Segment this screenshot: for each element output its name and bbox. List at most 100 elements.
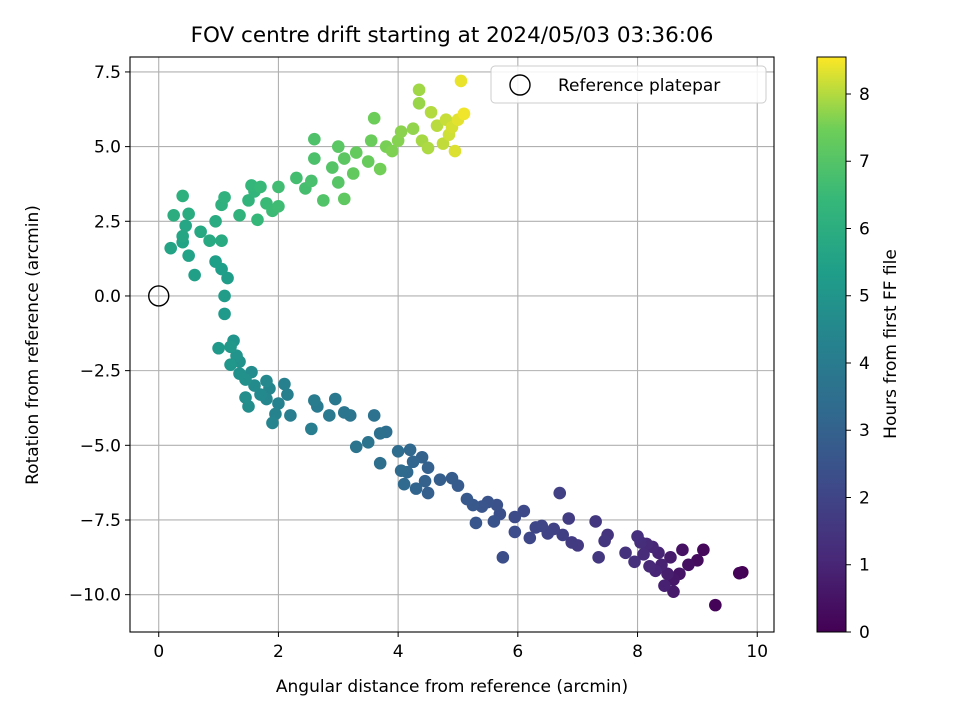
legend: Reference platepar — [490, 65, 767, 104]
data-point — [592, 551, 605, 564]
data-point — [221, 271, 234, 285]
data-point — [278, 377, 291, 391]
data-point — [337, 152, 351, 165]
plot-frame — [129, 56, 775, 633]
data-point — [373, 456, 387, 470]
data-point — [272, 180, 285, 194]
x-axis-ticks: 0 2 4 6 8 10 — [153, 632, 768, 662]
y-tick-label: −10.0 — [69, 586, 121, 606]
colorbar-tick-label: 2 — [859, 488, 870, 508]
data-point — [248, 379, 261, 392]
colorbar-tick-label: 5 — [859, 287, 870, 307]
data-point — [619, 546, 632, 560]
data-point — [589, 515, 602, 528]
data-point — [239, 391, 252, 404]
data-point — [385, 144, 399, 158]
data-point — [406, 122, 420, 135]
colorbar-tick-label: 7 — [859, 152, 870, 172]
data-point — [308, 152, 321, 165]
data-point — [732, 566, 746, 580]
y-tick-label: −2.5 — [80, 362, 121, 382]
data-point — [457, 107, 471, 121]
y-tick-label: 7.5 — [94, 63, 121, 83]
data-point — [305, 174, 318, 188]
data-point — [469, 516, 483, 530]
data-point — [349, 146, 363, 159]
data-point — [367, 409, 381, 422]
legend-entry-label: Reference platepar — [558, 76, 720, 96]
data-point — [305, 422, 318, 436]
data-point — [562, 512, 576, 525]
x-tick-label: 2 — [273, 642, 284, 662]
y-tick-label: −5.0 — [80, 436, 121, 456]
data-point — [643, 559, 656, 573]
data-point — [218, 307, 231, 321]
data-point — [224, 358, 237, 371]
data-point — [254, 180, 267, 194]
data-point — [421, 141, 435, 155]
legend-marker-open-circle — [509, 74, 531, 96]
data-point — [209, 214, 222, 228]
data-point — [323, 409, 336, 422]
data-point — [487, 515, 501, 528]
data-point — [409, 482, 423, 495]
data-point — [454, 74, 468, 88]
data-point — [218, 289, 231, 303]
data-point — [508, 525, 522, 539]
data-point — [529, 521, 543, 534]
x-tick-label: 10 — [746, 642, 768, 662]
y-tick-label: 2.5 — [94, 212, 121, 232]
data-point — [460, 492, 474, 506]
data-point — [367, 111, 381, 125]
data-point — [212, 341, 225, 355]
data-point — [218, 191, 231, 204]
data-point — [331, 140, 345, 153]
data-point — [391, 444, 405, 458]
colorbar: 0 1 2 3 4 5 6 7 8 Hours from first FF file — [816, 56, 901, 643]
data-point — [176, 229, 189, 243]
data-point — [412, 96, 426, 110]
data-point — [631, 530, 644, 543]
data-point — [397, 477, 411, 491]
data-point — [182, 207, 195, 221]
chart-title: FOV centre drift starting at 2024/05/03 … — [191, 23, 714, 48]
data-point — [448, 144, 462, 158]
y-tick-label: 0.0 — [94, 287, 121, 307]
data-point — [167, 209, 180, 222]
data-point — [361, 436, 375, 449]
data-point — [394, 464, 408, 478]
colorbar-gradient — [816, 56, 847, 633]
data-point — [203, 234, 216, 248]
y-tick-label: 5.0 — [94, 138, 121, 158]
data-point — [281, 388, 294, 401]
data-point — [637, 548, 650, 561]
data-point — [424, 105, 438, 119]
data-point — [445, 471, 459, 485]
data-point — [317, 194, 330, 207]
data-point — [406, 455, 420, 469]
colorbar-tick-label: 8 — [859, 85, 870, 105]
legend-box — [490, 65, 767, 104]
colorbar-tick-label: 1 — [859, 556, 870, 576]
data-point — [215, 234, 228, 248]
data-point — [209, 255, 222, 268]
data-point — [667, 585, 680, 598]
y-axis-label: Rotation from reference (arcmin) — [23, 205, 43, 485]
data-point — [308, 132, 321, 146]
data-point — [373, 427, 387, 440]
data-point — [556, 528, 570, 542]
data-point — [496, 551, 510, 564]
data-point — [628, 555, 641, 569]
data-point — [676, 543, 689, 557]
data-point — [260, 374, 273, 388]
data-point — [308, 394, 321, 407]
data-point — [346, 167, 360, 180]
data-point — [565, 536, 579, 549]
data-point — [233, 367, 246, 380]
colorbar-tick-label: 3 — [859, 421, 870, 441]
data-point — [176, 189, 189, 203]
data-point — [337, 406, 351, 419]
data-point — [251, 213, 264, 227]
data-point — [658, 579, 671, 593]
data-point — [349, 440, 363, 454]
